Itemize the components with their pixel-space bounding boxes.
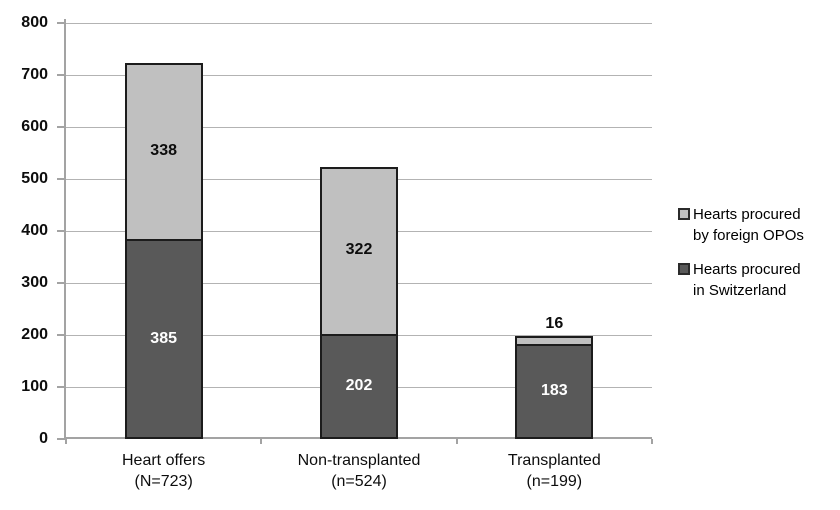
gridline [66,22,652,24]
y-tick-label: 400 [21,222,48,239]
x-tick-mark [455,439,458,444]
legend-swatch-foreign-opos [678,208,690,220]
y-tick-mark [57,386,65,388]
bar-segment-foreign-opos [124,63,203,241]
y-tick-mark [57,438,65,440]
x-category-label-line: (N=723) [134,473,193,490]
bar-segment-foreign-opos [515,335,594,346]
y-tick-label: 0 [39,430,48,447]
legend: Hearts procured by foreign OPOs Hearts p… [678,204,804,314]
bar-value-label: 322 [345,241,373,259]
bar-value-label: 385 [150,329,178,347]
gridline [66,74,652,76]
y-tick-label: 700 [21,66,48,83]
y-tick-mark [57,282,65,284]
legend-label-line: Hearts procured [693,261,801,278]
y-tick-mark [57,22,65,24]
x-category-label: Non-transplanted (n=524) [264,450,454,492]
y-tick-mark [57,178,65,180]
x-category-label-line: Non-transplanted [297,452,421,469]
y-tick-mark [57,230,65,232]
bar-value-label: 183 [540,382,568,400]
bar-segment-switzerland [124,238,203,439]
bar-segment-foreign-opos [320,166,398,336]
legend-label-switzerland: Hearts procured in Switzerland [693,259,801,301]
x-category-label: Transplanted (n=199) [459,450,649,492]
y-tick-label: 500 [21,170,48,187]
gridline [66,126,652,128]
bar-value-label: 202 [345,377,373,395]
x-tick-mark [651,439,653,444]
x-category-label: Heart offers (N=723) [69,450,259,492]
y-tick-label: 300 [21,274,48,291]
legend-label-line: by foreign OPOs [693,227,804,244]
x-category-label-line: (n=524) [331,473,387,490]
legend-entry-foreign-opos: Hearts procured by foreign OPOs [678,204,804,246]
y-tick-mark [57,74,65,76]
bar-value-label: 338 [150,141,178,159]
y-tick-label: 600 [21,118,48,135]
legend-swatch-switzerland [678,263,690,275]
x-category-label-line: Transplanted [507,452,601,469]
legend-entry-switzerland: Hearts procured in Switzerland [678,259,804,301]
x-tick-mark [260,439,263,444]
legend-label-line: Hearts procured [693,206,801,223]
x-category-label-line: (n=199) [526,473,583,490]
y-axis-line [64,19,66,439]
legend-label-line: in Switzerland [693,282,787,299]
bar-value-label: 16 [545,314,564,332]
x-category-label-line: Heart offers [122,452,206,469]
y-tick-mark [57,334,65,336]
y-tick-label: 200 [21,326,48,343]
y-tick-label: 800 [21,14,48,31]
x-tick-mark [65,439,67,444]
legend-label-foreign-opos: Hearts procured by foreign OPOs [693,204,804,246]
y-tick-mark [57,126,65,128]
y-tick-label: 100 [21,378,48,395]
